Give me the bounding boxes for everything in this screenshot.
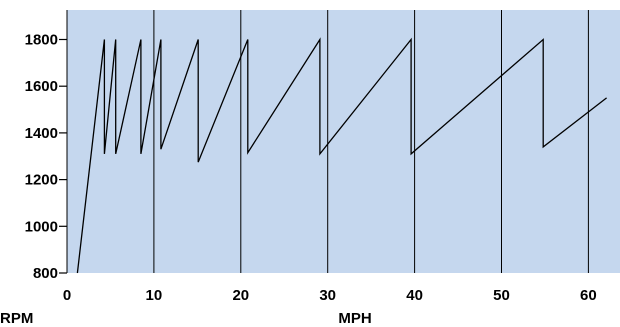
rpm-series-line	[76, 37, 607, 274]
x-axis-title: MPH	[338, 310, 371, 327]
x-axis-ticks: 0 10 20 30 40 50 60	[63, 287, 597, 304]
y-tick-label: 1400	[25, 125, 58, 142]
y-axis-title: RPM	[0, 310, 33, 327]
vertical-gridlines	[153, 10, 589, 273]
x-tick-label: 50	[493, 287, 510, 304]
x-tick-label: 60	[580, 287, 597, 304]
x-tick-label: 40	[406, 287, 423, 304]
y-tick-label: 800	[33, 265, 58, 282]
x-tick-label: 10	[146, 287, 163, 304]
y-axis-ticks: 800 1000 1200 1400 1600 1800	[25, 32, 67, 282]
plot-area	[67, 10, 620, 273]
y-tick-label: 1000	[25, 218, 58, 235]
x-tick-label: 0	[63, 287, 71, 304]
y-tick-label: 1600	[25, 78, 58, 95]
y-tick-label: 1200	[25, 172, 58, 189]
y-tick-label: 1800	[25, 32, 58, 49]
x-tick-label: 20	[232, 287, 249, 304]
x-tick-label: 30	[319, 287, 336, 304]
